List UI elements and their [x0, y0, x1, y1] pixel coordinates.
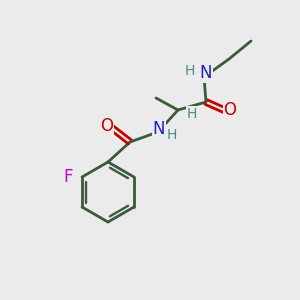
Text: N: N	[153, 120, 165, 138]
Text: O: O	[224, 101, 236, 119]
Text: H: H	[185, 64, 195, 78]
Text: H: H	[167, 128, 177, 142]
Text: O: O	[100, 117, 113, 135]
Text: H: H	[187, 107, 197, 121]
Text: F: F	[63, 168, 73, 186]
Text: N: N	[200, 64, 212, 82]
